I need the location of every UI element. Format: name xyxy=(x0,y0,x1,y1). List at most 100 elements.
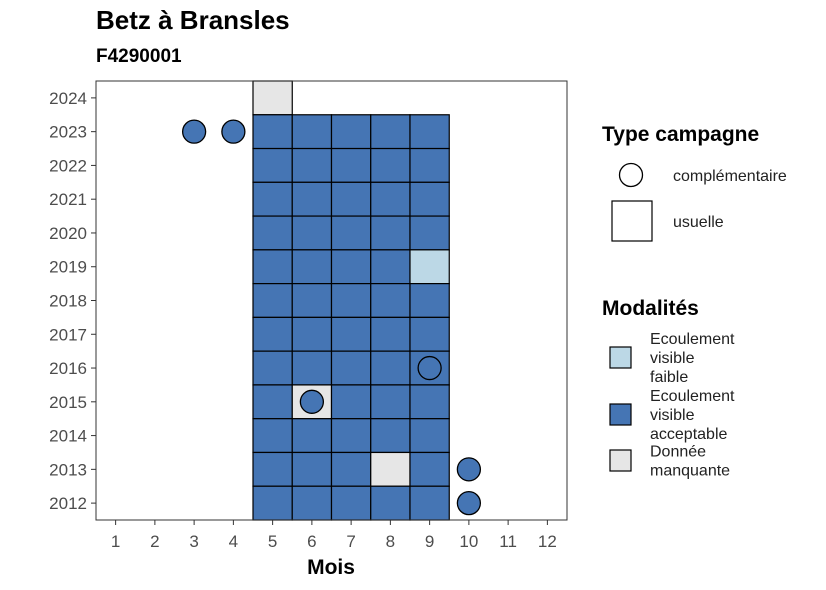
heatmap-cell xyxy=(291,418,333,454)
plot-area xyxy=(181,80,482,521)
legend-label: usuelle xyxy=(673,214,724,231)
heatmap-cell xyxy=(330,249,372,285)
heatmap-cell xyxy=(330,283,372,318)
heatmap-cell xyxy=(252,418,293,454)
heatmap-cell xyxy=(409,283,450,318)
chart-title: Betz à Bransles xyxy=(96,5,290,35)
heatmap-cell xyxy=(370,249,411,285)
y-tick-label: 2018 xyxy=(49,292,87,311)
heatmap-cell xyxy=(252,181,293,217)
x-tick-label: 5 xyxy=(268,532,277,551)
y-tick-label: 2017 xyxy=(49,325,87,344)
heatmap-cell xyxy=(330,451,372,487)
x-tick-label: 6 xyxy=(307,532,316,551)
heatmap-cell xyxy=(291,181,333,217)
legend-key-swatch xyxy=(609,346,632,369)
y-tick-label: 2023 xyxy=(49,123,87,142)
heatmap-cell xyxy=(409,418,450,454)
heatmap-cell xyxy=(330,418,372,454)
heatmap-cell xyxy=(370,350,411,386)
y-tick-label: 2012 xyxy=(49,494,87,513)
x-tick-label: 9 xyxy=(425,532,434,551)
campaign-point xyxy=(417,355,442,381)
heatmap-cell xyxy=(291,249,333,285)
y-tick-label: 2013 xyxy=(49,460,87,479)
legend-label: complémentaire xyxy=(673,168,787,185)
heatmap-cell xyxy=(252,80,293,116)
legend-label: Ecoulement visible acceptable xyxy=(650,388,735,443)
campaign-point xyxy=(456,490,482,516)
heatmap-cell xyxy=(370,384,411,420)
legend-label-line: visible xyxy=(650,350,695,367)
heatmap-cell xyxy=(370,451,411,487)
heatmap-cell xyxy=(330,147,372,183)
x-axis-title: Mois xyxy=(307,556,355,579)
heatmap-cell xyxy=(409,147,450,183)
heatmap-cell xyxy=(291,350,333,386)
heatmap-cell xyxy=(330,384,372,420)
legend-label: Donnée manquante xyxy=(650,444,730,480)
y-tick-label: 2020 xyxy=(49,224,87,243)
legend-label-line: acceptable xyxy=(650,426,727,443)
campaign-point xyxy=(299,389,325,414)
y-tick-label: 2014 xyxy=(49,427,87,446)
heatmap-cell xyxy=(291,451,333,487)
heatmap-cell xyxy=(252,316,293,352)
heatmap-cell xyxy=(409,316,450,352)
heatmap-cell xyxy=(370,316,411,352)
y-tick-label: 2024 xyxy=(49,89,87,108)
heatmap-cell xyxy=(252,384,293,420)
heatmap-cell xyxy=(409,485,450,521)
x-tick-label: 4 xyxy=(229,532,238,551)
heatmap-cell xyxy=(252,485,293,521)
legend-label: Ecoulement visible faible xyxy=(650,331,735,386)
heatmap-cell xyxy=(252,451,293,487)
heatmap-cell xyxy=(409,249,450,285)
x-tick-label: 12 xyxy=(538,532,557,551)
legend-label-line: faible xyxy=(650,369,688,386)
y-tick-label: 2021 xyxy=(49,190,87,209)
heatmap-cell xyxy=(409,215,450,251)
legend: Type campagne complémentaire usuelle Modali… xyxy=(602,123,787,480)
x-tick-label: 10 xyxy=(459,532,478,551)
legend-key-circle xyxy=(618,162,644,188)
heatmap-cell xyxy=(409,384,450,420)
heatmap-cell xyxy=(330,215,372,251)
legend-label-line: Ecoulement xyxy=(650,388,735,405)
heatmap-cell xyxy=(330,316,372,352)
legend-key-swatch xyxy=(609,449,632,472)
x-tick-label: 8 xyxy=(386,532,395,551)
heatmap-cell xyxy=(252,114,293,150)
heatmap-cell xyxy=(252,249,293,285)
y-tick-label: 2016 xyxy=(49,359,87,378)
heatmap-cell xyxy=(291,215,333,251)
legend-label-line: Donnée xyxy=(650,444,706,461)
x-tick-label: 7 xyxy=(346,532,355,551)
x-tick-label: 1 xyxy=(111,532,120,551)
campaign-point xyxy=(221,119,246,144)
x-tick-label: 2 xyxy=(150,532,159,551)
axes: 1 2 3 4 5 6 7 8 9 10 11 122024202320222021202020192… xyxy=(49,80,568,551)
heatmap-cell xyxy=(330,350,372,386)
chart-subtitle: F4290001 xyxy=(96,46,182,67)
campaign-point xyxy=(181,119,207,144)
heatmap-cell xyxy=(330,485,372,521)
heatmap-cell xyxy=(370,147,411,183)
heatmap-cell xyxy=(252,215,293,251)
heatmap-cell xyxy=(370,283,411,318)
heatmap-cell xyxy=(330,114,372,150)
legend-key-swatch xyxy=(609,403,632,426)
y-tick-label: 2019 xyxy=(49,258,87,277)
legend-label-line: Ecoulement xyxy=(650,331,735,348)
heatmap-cell xyxy=(291,485,333,521)
heatmap-cell xyxy=(409,451,450,487)
heatmap-cell xyxy=(370,215,411,251)
y-tick-label: 2022 xyxy=(49,156,87,175)
heatmap-cell xyxy=(291,147,333,183)
legend-title-modalites: Modalités xyxy=(602,297,699,320)
x-tick-label: 11 xyxy=(499,532,517,551)
y-tick-label: 2015 xyxy=(49,393,87,412)
heatmap-cell xyxy=(370,181,411,217)
heatmap-cell xyxy=(409,114,450,150)
